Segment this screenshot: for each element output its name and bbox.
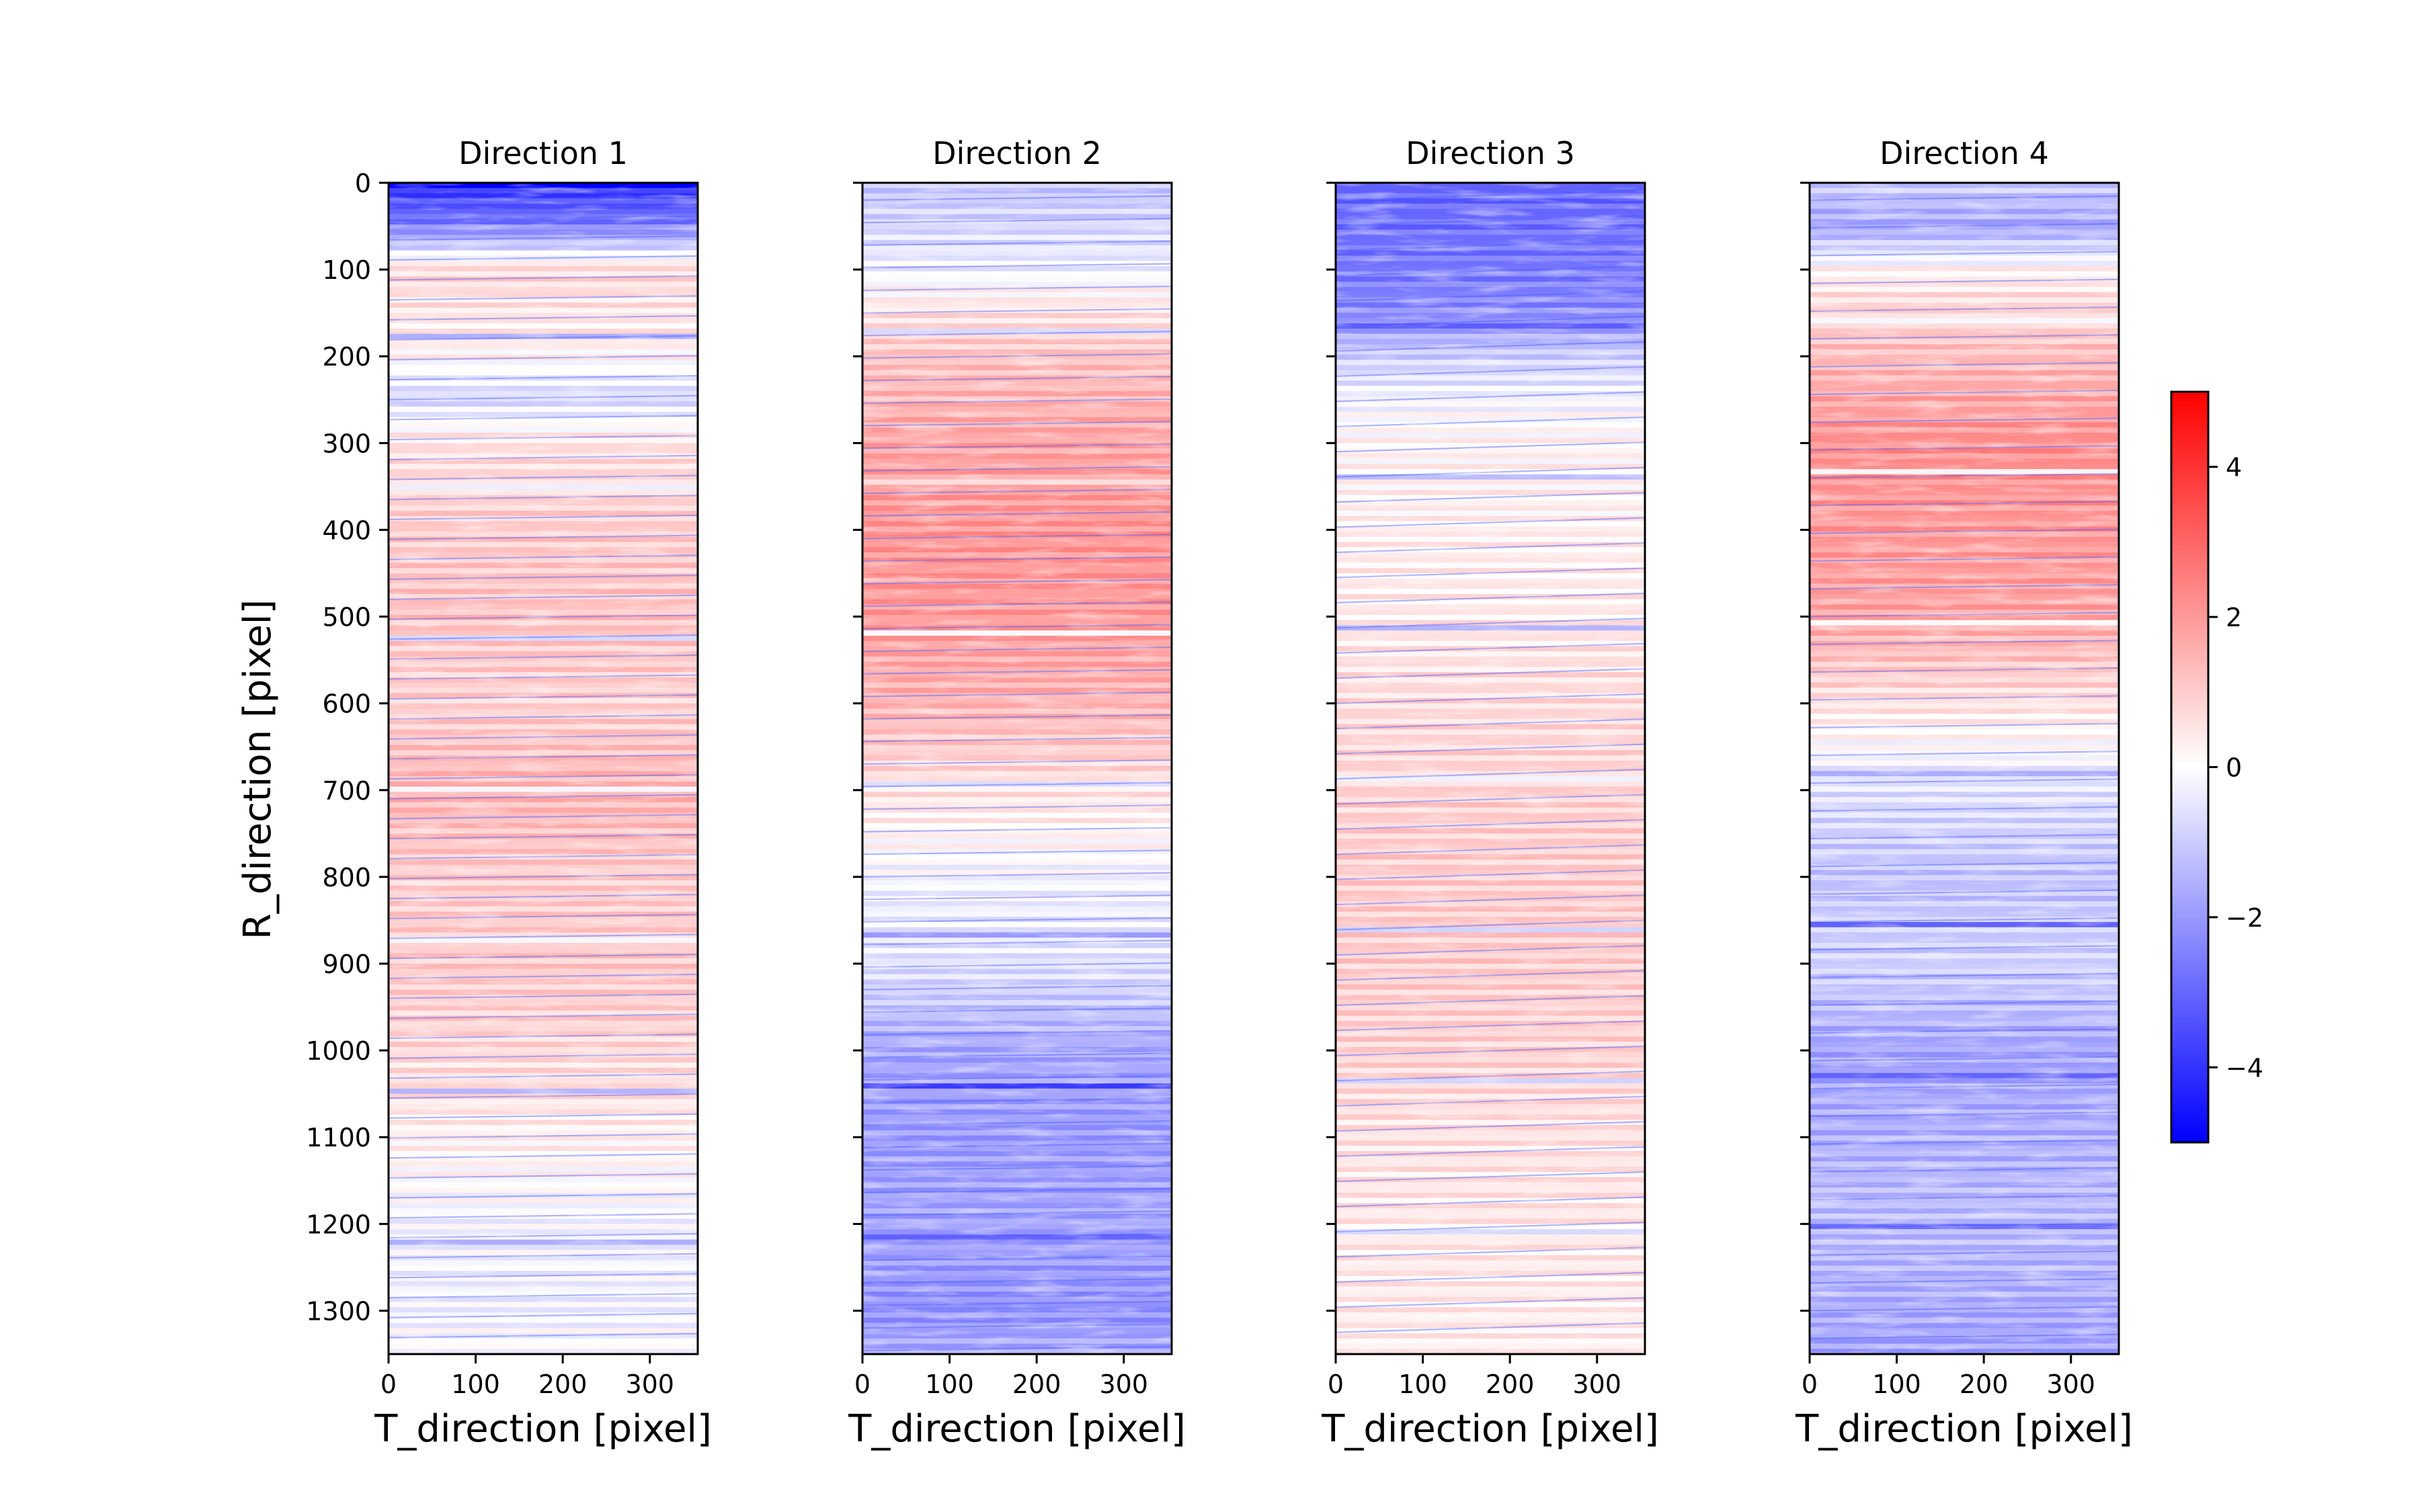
y-axis [1326, 181, 1336, 1312]
colorbar-tick-label: 4 [2226, 453, 2242, 482]
y-tick-label: 400 [322, 515, 371, 545]
x-axis: 0 100 200 300 [1328, 1354, 1621, 1399]
x-tick-label: 0 [854, 1370, 871, 1399]
x-tick-label: 300 [1572, 1370, 1621, 1399]
panel-direction-4: Direction 4 0 100 200 300 T_direction [pixe… [1795, 135, 2133, 1451]
panel-direction-3: Direction 3 0 100 200 300 T_direction [pixe… [1321, 135, 1659, 1451]
x-axis: 0 100 200 300 [1802, 1354, 2095, 1399]
x-tick-label: 200 [1486, 1370, 1535, 1399]
panel-direction-1: Direction 1 0 100 200 300 400 500 600 700 800 900… [306, 135, 712, 1451]
colorbar-tick-label: 2 [2226, 603, 2242, 632]
x-tick-label: 300 [1099, 1370, 1148, 1399]
y-tick-label: 0 [355, 169, 371, 198]
y-tick-label: 300 [322, 429, 371, 458]
plot-frame [387, 181, 699, 1355]
heatmap-texture [1810, 183, 2119, 1354]
x-tick-label: 0 [1328, 1370, 1344, 1399]
y-axis [1800, 181, 1810, 1312]
heatmap-texture [389, 183, 698, 1354]
panel-title: Direction 1 [458, 135, 628, 171]
y-axis: 0 100 200 300 400 500 600 700 800 900 1000 1100 1200… [306, 169, 389, 1326]
x-axis-label: T_direction [pixel] [374, 1407, 712, 1451]
panel-title: Direction 3 [1406, 135, 1575, 171]
panel-title: Direction 2 [932, 135, 1102, 171]
colorbar-tick-label: 0 [2226, 753, 2242, 783]
y-axis-label: R_direction [pixel] [236, 599, 280, 939]
y-tick-label: 800 [322, 863, 371, 892]
x-tick-label: 100 [925, 1370, 974, 1399]
panel-direction-2: Direction 2 0 100 200 300 T_direction [pixe… [848, 135, 1186, 1451]
colorbar-tick-label: −2 [2226, 903, 2263, 933]
x-tick-label: 200 [1012, 1370, 1061, 1399]
x-tick-label: 300 [2046, 1370, 2095, 1399]
y-tick-label: 1000 [306, 1036, 371, 1066]
x-tick-label: 0 [1802, 1370, 1818, 1399]
x-axis: 0 100 200 300 [380, 1354, 674, 1399]
y-tick-label: 1300 [306, 1296, 371, 1326]
colorbar-gradient [2170, 390, 2210, 1144]
y-tick-label: 500 [322, 603, 371, 632]
colorbar: 4 2 0 −2 −4 [2170, 390, 2263, 1144]
x-tick-label: 0 [380, 1370, 397, 1399]
x-tick-label: 100 [1398, 1370, 1447, 1399]
x-tick-label: 100 [451, 1370, 500, 1399]
y-tick-label: 200 [322, 342, 371, 372]
heatmap-texture [1336, 183, 1645, 1354]
y-tick-label: 700 [322, 776, 371, 806]
x-axis-label: T_direction [pixel] [848, 1407, 1186, 1451]
y-tick-label: 900 [322, 950, 371, 979]
y-tick-label: 1100 [306, 1123, 371, 1152]
x-tick-label: 300 [625, 1370, 674, 1399]
x-axis-label: T_direction [pixel] [1795, 1407, 2133, 1451]
panel-title: Direction 4 [1880, 135, 2049, 171]
y-tick-label: 1200 [306, 1210, 371, 1239]
y-tick-label: 100 [322, 255, 371, 285]
heatmap-texture [862, 183, 1172, 1354]
x-tick-label: 100 [1872, 1370, 1921, 1399]
colorbar-tick-label: −4 [2226, 1053, 2263, 1083]
y-axis [853, 181, 862, 1312]
plot-frame [1334, 181, 1646, 1355]
x-axis: 0 100 200 300 [854, 1354, 1148, 1399]
y-tick-label: 600 [322, 689, 371, 719]
x-tick-label: 200 [538, 1370, 588, 1399]
colorbar-ticks: 4 2 0 −2 −4 [2208, 453, 2263, 1083]
x-tick-label: 200 [1960, 1370, 2009, 1399]
plot-frame [1808, 181, 2120, 1355]
plot-frame [861, 181, 1173, 1355]
x-axis-label: T_direction [pixel] [1321, 1407, 1659, 1451]
